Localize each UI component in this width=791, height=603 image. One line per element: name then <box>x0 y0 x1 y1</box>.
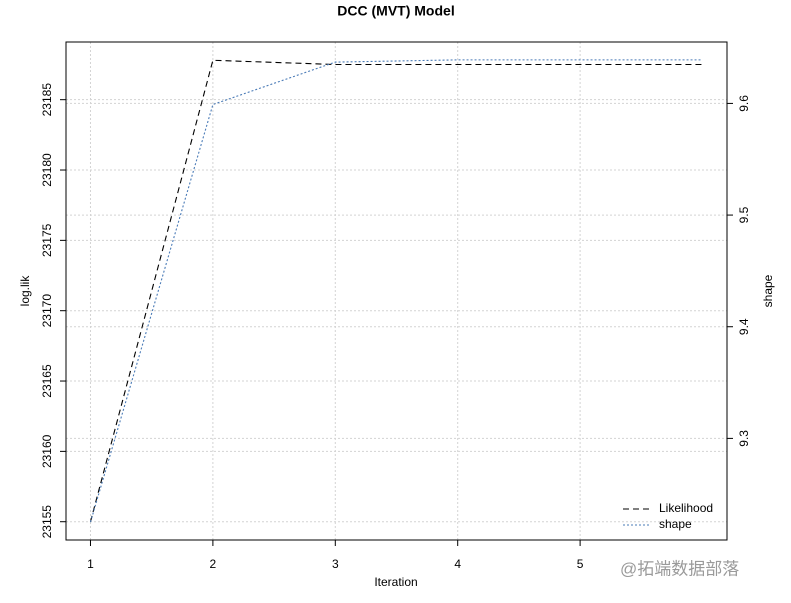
x-tick-label: 3 <box>332 557 339 571</box>
series-line <box>89 59 703 523</box>
y2-tick-label: 9.5 <box>737 206 751 223</box>
plot-frame <box>65 41 728 541</box>
y-tick-label: 23180 <box>40 153 54 187</box>
y-tick-label: 23160 <box>40 434 54 468</box>
x-tick-label: 2 <box>210 557 217 571</box>
chart-title: DCC (MVT) Model <box>337 3 454 19</box>
legend-label: shape <box>659 517 692 531</box>
y-tick-label: 23155 <box>40 505 54 539</box>
watermark: @拓端数据部落 <box>620 559 739 578</box>
x-tick-label: 4 <box>454 557 461 571</box>
y-tick-label: 23170 <box>40 294 54 328</box>
y-tick-label: 23185 <box>40 83 54 117</box>
y-tick-label: 23165 <box>40 364 54 398</box>
y2-tick-label: 9.3 <box>737 430 751 447</box>
x-axis-label: Iteration <box>374 575 417 589</box>
y2-tick-label: 9.6 <box>737 95 751 112</box>
x-tick-label: 5 <box>577 557 584 571</box>
y2-tick-label: 9.4 <box>737 318 751 335</box>
series-line <box>89 59 703 522</box>
y-axis-label: log.lik <box>18 275 32 307</box>
y-tick-label: 23175 <box>40 223 54 257</box>
legend-label: Likelihood <box>659 501 713 515</box>
y2-axis-label: shape <box>761 274 775 307</box>
x-tick-label: 1 <box>87 557 94 571</box>
